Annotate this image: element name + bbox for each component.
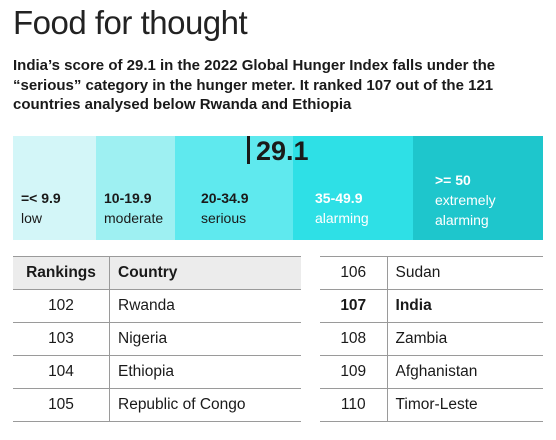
meter-segment-serious: 20-34.9 serious: [175, 136, 293, 240]
meter-segment-low: =< 9.9 low: [13, 136, 96, 240]
score-label: 29.1: [256, 136, 309, 166]
rank-cell: 106: [320, 256, 388, 290]
segment-label: alarming: [315, 210, 369, 226]
table-row: 105 Republic of Congo: [13, 388, 301, 422]
table-row: 106 Sudan: [320, 256, 543, 290]
segment-label: extremely alarming: [435, 192, 496, 228]
rankings-table-right: 106 Sudan 107 India 108 Zambia 109 Afghanistan 1…: [320, 256, 543, 422]
country-cell: Afghanistan: [387, 355, 543, 389]
table-row: 108 Zambia: [320, 322, 543, 356]
country-cell: India: [387, 289, 543, 323]
segment-range: >= 50: [435, 172, 471, 188]
segment-label: low: [21, 210, 43, 226]
table-row: 104 Ethiopia: [13, 355, 301, 389]
country-cell: Nigeria: [109, 322, 301, 356]
rankings-table-left: Rankings Country 102 Rwanda 103 Nigeria 104 E…: [13, 256, 301, 422]
segment-range: =< 9.9: [21, 190, 61, 206]
rank-cell: 110: [320, 388, 388, 422]
segment-range: 10-19.9: [104, 190, 152, 206]
rank-cell: 109: [320, 355, 388, 389]
segment-range: 35-49.9: [315, 190, 363, 206]
meter-segment-extremely-alarming: >= 50 extremely alarming: [413, 136, 543, 240]
rank-cell: 104: [13, 355, 110, 389]
meter-segment-alarming: 35-49.9 alarming: [293, 136, 413, 240]
rank-cell: 107: [320, 289, 388, 323]
meter-segment-moderate: 10-19.9 moderate: [96, 136, 175, 240]
country-cell: Ethiopia: [109, 355, 301, 389]
header-country: Country: [109, 256, 301, 290]
country-cell: Republic of Congo: [109, 388, 301, 422]
table-row: 103 Nigeria: [13, 322, 301, 356]
rank-cell: 108: [320, 322, 388, 356]
subtitle: India’s score of 29.1 in the 2022 Global…: [13, 57, 496, 113]
country-cell: Sudan: [387, 256, 543, 290]
score-marker: [247, 136, 250, 164]
segment-label: moderate: [104, 210, 164, 226]
segment-range: 20-34.9: [201, 190, 249, 206]
table-row: 102 Rwanda: [13, 289, 301, 323]
rank-cell: 102: [13, 289, 110, 323]
hunger-meter: =< 9.9 low 10-19.9 moderate 20-34.9 seri…: [13, 136, 543, 240]
country-cell: Zambia: [387, 322, 543, 356]
header-rankings: Rankings: [13, 256, 110, 290]
country-cell: Rwanda: [109, 289, 301, 323]
page-title: Food for thought: [13, 4, 248, 41]
table-row: 107 India: [320, 289, 543, 323]
segment-label: serious: [201, 210, 247, 226]
rank-cell: 103: [13, 322, 110, 356]
country-cell: Timor-Leste: [387, 388, 543, 422]
table-row: 110 Timor-Leste: [320, 388, 543, 422]
rank-cell: 105: [13, 388, 110, 422]
table-row: 109 Afghanistan: [320, 355, 543, 389]
